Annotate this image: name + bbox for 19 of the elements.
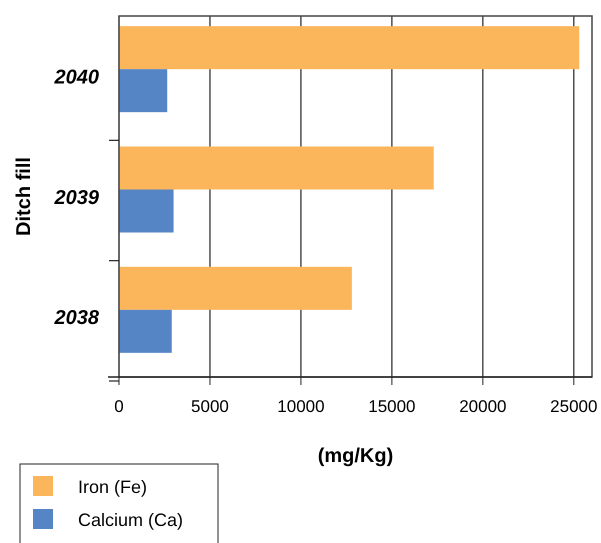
y-tick-label: 2039 [54, 186, 100, 209]
y-tick-label: 2040 [54, 66, 99, 88]
x-tick-label: 10000 [277, 397, 325, 416]
x-tick-label: 20000 [459, 397, 506, 416]
bar [119, 26, 580, 70]
bar [119, 146, 434, 190]
x-tick-label: 15000 [368, 397, 416, 416]
bar [119, 266, 352, 310]
bar [119, 190, 174, 232]
x-tick-label: 5000 [191, 397, 229, 416]
bar [119, 69, 168, 112]
legend-label: Iron (Fe) [78, 477, 148, 497]
y-tick-label: 2038 [54, 307, 100, 330]
y-axis-title: Ditch fill [13, 157, 35, 236]
bar [119, 310, 172, 353]
x-tick-label: 25000 [550, 397, 598, 416]
x-tick-label: 0 [114, 397, 124, 416]
x-axis-title: (mg/Kg) [318, 445, 394, 467]
legend-label: Calcium (Ca) [78, 510, 184, 530]
